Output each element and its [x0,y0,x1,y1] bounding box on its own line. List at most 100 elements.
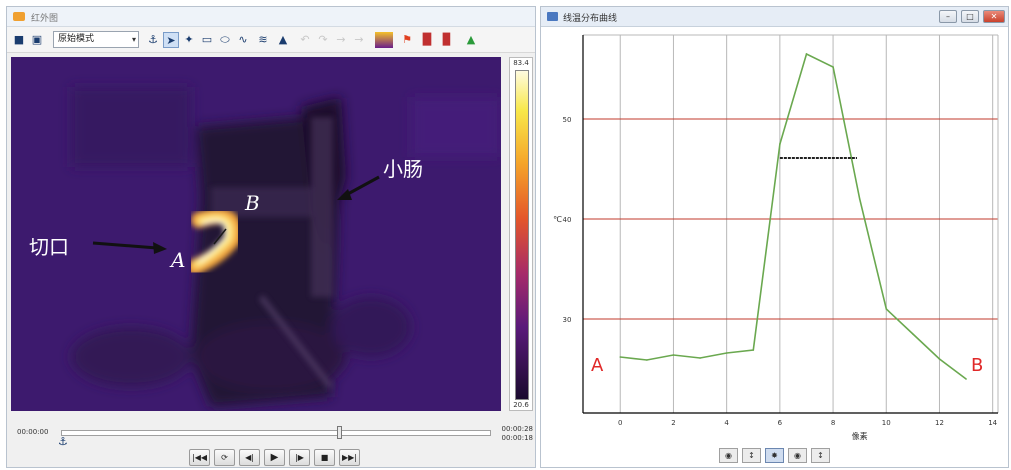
app-icon [13,12,25,21]
measure-line[interactable] [213,228,227,245]
data-point [672,354,675,356]
x-axis-label: 像素 [852,431,868,441]
time-start: 00:00:00 [17,428,49,436]
intestine-arrow [345,175,380,197]
thermal-scene [11,57,501,411]
intestine-arrowhead [337,189,352,200]
chart-tick-labels: 0 2 4 6 8 10 12 14 30 40 50 [563,116,998,427]
mode-select[interactable]: 原始模式 ▾ [53,31,139,48]
loop-icon[interactable]: ⟳ [214,449,235,466]
x-tick-label: 6 [778,419,783,427]
data-point [858,198,861,200]
fit-icon[interactable]: ↕ [742,448,761,463]
incision-arrowhead [153,242,167,254]
maximize-button[interactable]: □ [961,10,979,23]
data-point [938,358,941,360]
point-a-label: A [171,248,186,272]
data-point [965,378,967,380]
x-tick-label: 12 [935,419,944,427]
colorbar-max: 83.4 [513,59,529,67]
series-line [620,52,967,380]
close-button[interactable]: ✕ [983,10,1005,23]
polyline-icon[interactable]: ∿ [238,33,248,46]
thermal-image[interactable]: 切口 小肠 A B [11,57,501,411]
pointer-icon[interactable]: ➤ [163,32,179,48]
chart-axes [582,35,998,414]
data-point [779,143,781,145]
triangle-icon[interactable]: ▲ [278,33,288,46]
intestine-label: 小肠 [383,157,423,181]
colorbar-gradient [515,70,529,400]
chart-app-icon [547,12,558,21]
green-tool-icon[interactable]: ▲ [466,33,476,46]
data-point [646,359,648,361]
profile-window-titlebar: 线温分布曲线 – □ ✕ [541,7,1008,27]
crosshair-icon[interactable]: ✦ [184,33,194,46]
rect-icon[interactable]: ▭ [201,33,213,46]
incision-arrow [92,241,158,250]
skip-end-icon[interactable]: ▶▶| [339,449,360,466]
x-tick-label: 0 [618,419,622,427]
arrow-right-alt-icon[interactable]: → [354,33,364,46]
step-back-icon[interactable]: ◀| [239,449,260,466]
mode-select-value: 原始模式 [58,34,95,44]
profile-start-label: A [591,355,604,376]
playback-timeline: 00:00:00 ⚓ 00:00:28 00:00:18 |◀◀ ⟳ ◀| ▶ … [11,415,533,467]
settings-icon[interactable]: ▉ [442,33,452,46]
y-axis-label: ℃ [553,215,562,224]
pan-icon[interactable]: ◉ [788,448,807,463]
line-profile-chart: 0 2 4 6 8 10 12 14 30 40 50 ℃ 像素 [553,34,999,441]
y-tick-label: 40 [563,216,572,224]
minimize-button[interactable]: – [939,10,957,23]
data-point [805,53,808,55]
freehand-icon[interactable]: ≋ [258,33,268,46]
zoom-out-icon[interactable]: ◉ [719,448,738,463]
data-point [832,66,834,68]
colorbar-min: 20.6 [513,401,529,409]
x-tick-label: 14 [988,419,997,427]
y-tick-label: 50 [563,116,572,124]
chart-series [619,52,967,380]
anchor-icon[interactable]: ⚓ [148,33,158,46]
save-icon[interactable]: ▣ [31,33,43,46]
y-tick-label: 30 [563,316,572,324]
temperature-colorbar: 83.4 20.6 [509,57,533,411]
data-point [912,333,914,335]
seek-thumb[interactable] [337,426,342,439]
point-b-label: B [245,191,260,215]
chevron-down-icon: ▾ [131,35,136,44]
reset-icon[interactable]: ↕ [811,448,830,463]
x-tick-label: 8 [831,419,835,427]
anchor-icon[interactable]: ⚓ [58,435,68,448]
data-point [885,308,888,310]
undo-icon[interactable]: ↶ [300,33,310,46]
incision-label: 切口 [29,235,69,259]
x-tick-label: 4 [724,419,729,427]
thermal-window-title: 红外图 [31,14,59,24]
skip-start-icon[interactable]: |◀◀ [189,449,210,466]
redo-icon[interactable]: ↷ [318,33,328,46]
ellipse-icon[interactable]: ⬭ [220,33,230,46]
arrow-right-icon[interactable]: → [336,33,346,46]
flag-icon[interactable]: █ [422,33,432,46]
thermal-window-titlebar: 红外图 [7,7,535,27]
data-point [752,349,755,351]
time-end: 00:00:28 [501,425,533,433]
seek-track[interactable] [61,430,491,436]
play-icon[interactable]: ▶ [264,449,285,466]
profile-window-title: 线温分布曲线 [563,14,618,24]
target-icon[interactable]: ✸ [765,448,784,463]
palette-icon[interactable] [375,32,393,48]
time-readout: 00:00:28 00:00:18 [502,425,533,443]
time-current: 00:00:18 [501,434,533,442]
folder-open-icon[interactable]: ■ [13,33,25,46]
x-tick-label: 2 [671,419,675,427]
x-tick-label: 10 [882,419,891,427]
export-icon[interactable]: ⚑ [402,33,412,46]
stop-icon[interactable]: ■ [314,449,335,466]
line-profile-window: 线温分布曲线 – □ ✕ 0 2 4 6 8 10 12 14 30 40 50 ℃ 像素 A B … [540,6,1009,468]
step-forward-icon[interactable]: |▶ [289,449,310,466]
thermal-toolbar: ■ ▣ 原始模式 ▾ ⚓ ➤ ✦ ▭ ⬭ ∿ ≋ ▲ ↶ ↷ → → ⚑ █ ▉… [7,27,535,53]
profile-end-label: B [971,355,984,376]
thermal-viewer-window: 红外图 ■ ▣ 原始模式 ▾ ⚓ ➤ ✦ ▭ ⬭ ∿ ≋ ▲ ↶ ↷ → → ⚑… [6,6,536,468]
